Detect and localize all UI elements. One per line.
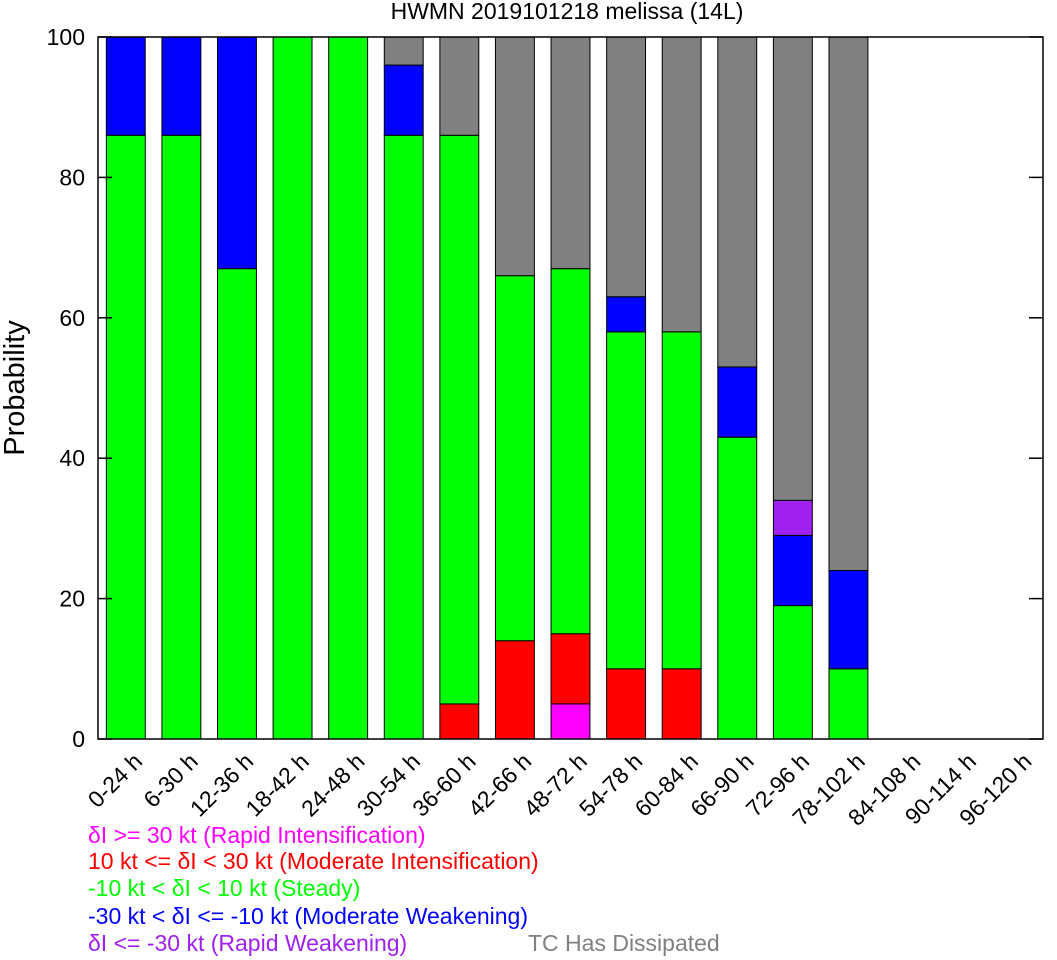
bar-segment [717, 366, 758, 438]
bar-segment [550, 703, 591, 740]
legend-steady: -10 kt < δI < 10 kt (Steady) [88, 875, 361, 901]
bars-layer [105, 36, 1035, 740]
y-axis: 0 20 40 60 80 100 [47, 24, 1043, 752]
bar-segment [217, 268, 257, 740]
bar-segment [494, 640, 535, 740]
bar-segment [328, 36, 369, 740]
bar-segment [661, 668, 702, 740]
bar-segment [772, 534, 813, 607]
bar-segment [383, 64, 424, 136]
bar-segment [772, 499, 813, 536]
bar-segment [772, 36, 813, 501]
bar-segment [383, 36, 424, 66]
bar-segment [383, 134, 424, 740]
bar-segment [494, 275, 535, 642]
bar-segment [439, 703, 480, 740]
y-tick-label: 60 [59, 305, 85, 331]
bar-segment [494, 36, 535, 277]
bar-segment [550, 268, 591, 635]
bar-segment [272, 36, 313, 740]
bar-segment [439, 134, 480, 705]
x-tick-label: 0-24 h [83, 748, 148, 813]
bar-segment [828, 668, 869, 740]
legend-dissipated: TC Has Dissipated [528, 930, 720, 956]
y-tick-label: 100 [47, 24, 85, 50]
bar-segment [105, 134, 146, 740]
bar-segment [717, 36, 758, 368]
bar-segment [161, 134, 202, 740]
legend-rapid-weakening: δI <= -30 kt (Rapid Weakening) [88, 930, 408, 956]
legend-rapid-intensification: δI >= 30 kt (Rapid Intensification) [88, 822, 426, 848]
bar-segment [439, 36, 480, 136]
plot-frame [97, 36, 1044, 740]
bar-segment [606, 296, 647, 333]
bar-segment [828, 570, 869, 670]
bar-segment [828, 36, 869, 572]
bar-segment [161, 36, 202, 136]
bar-segment [606, 668, 647, 740]
legend-moderate-weakening: -30 kt < δI <= -10 kt (Moderate Weakenin… [88, 903, 529, 929]
bar-segment [550, 633, 591, 705]
y-tick-label: 40 [59, 445, 85, 471]
bar-segment [661, 36, 702, 333]
bar-segment [550, 36, 591, 270]
bar-segment [606, 331, 647, 670]
x-axis: 0-24 h6-30 h12-36 h18-42 h24-48 h30-54 h… [83, 748, 1037, 831]
y-axis-label: Probability [0, 320, 31, 456]
y-tick-label: 80 [59, 164, 85, 190]
y-tick-label: 20 [59, 586, 85, 612]
bar-segment [606, 36, 647, 298]
bar-segment [772, 605, 813, 740]
legend-moderate-intensification: 10 kt <= δI < 30 kt (Moderate Intensific… [88, 848, 539, 874]
bar-segment [661, 331, 702, 670]
bar-segment [717, 436, 758, 740]
y-tick-label: 0 [72, 726, 85, 752]
chart-title: HWMN 2019101218 melissa (14L) [391, 0, 744, 24]
bar-segment [105, 36, 146, 136]
bar-segment [217, 36, 257, 270]
